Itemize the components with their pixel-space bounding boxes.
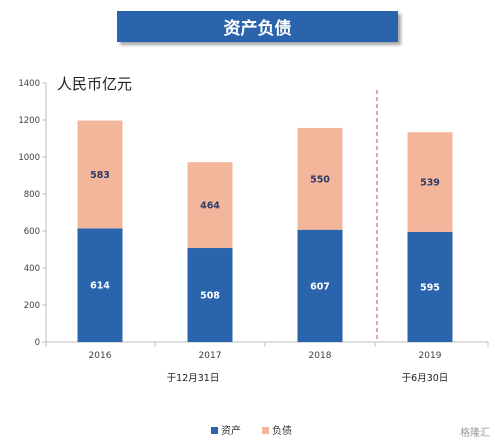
chart-data-labels: 614 583 508 464 607 550 595 539: [90, 170, 440, 302]
y-tick-label: 600: [24, 227, 40, 237]
chart-title-banner: 资产负债: [117, 11, 398, 42]
bar-segment-assets: [297, 229, 343, 342]
x-tick-label: 2017: [199, 351, 222, 361]
bar-segment-assets: [187, 248, 233, 342]
bar-segment-liabilities: [407, 132, 453, 232]
group-note-left: 于12月31日: [167, 373, 220, 384]
bar-segment-liabilities: [77, 120, 123, 229]
watermark-text: 格隆汇: [460, 426, 490, 439]
bar-data-label: 614: [90, 281, 110, 292]
bar-data-label: 508: [200, 291, 220, 302]
bar-segment-liabilities: [297, 127, 343, 230]
bar-data-label: 550: [310, 174, 330, 185]
y-tick-label: 1000: [18, 153, 40, 163]
legend-label: 资产: [221, 424, 241, 437]
group-note-right: 于6月30日: [402, 373, 449, 384]
y-tick-label: 400: [24, 264, 40, 274]
legend-swatch: [211, 427, 218, 434]
x-tick-label: 2016: [89, 351, 112, 361]
y-tick-label: 800: [24, 190, 40, 200]
chart-legend: 资产 负债: [211, 424, 292, 437]
chart-bars: [77, 120, 453, 342]
bar-segment-liabilities: [187, 162, 233, 249]
chart-axes: 0 200 400 600 800 1000 1200 1400 2016 2017 2018 201…: [18, 79, 489, 361]
y-tick-label: 1400: [18, 79, 40, 89]
legend-label: 负债: [272, 424, 292, 437]
x-tick-label: 2019: [419, 351, 442, 361]
y-tick-label: 200: [24, 301, 40, 311]
unit-label: 人民币亿元: [57, 75, 132, 93]
bar-segment-assets: [407, 231, 453, 342]
x-tick-label: 2018: [309, 351, 332, 361]
bar-data-label: 539: [420, 178, 440, 189]
bar-segment-assets: [77, 228, 123, 342]
legend-swatch: [262, 427, 269, 434]
y-tick-label: 0: [35, 338, 40, 348]
chart-title: 资产负债: [223, 19, 292, 39]
bar-data-label: 607: [310, 281, 330, 292]
y-tick-label: 1200: [18, 116, 40, 126]
bar-data-label: 595: [420, 282, 440, 293]
bar-data-label: 464: [200, 201, 220, 212]
bar-data-label: 583: [90, 170, 110, 181]
